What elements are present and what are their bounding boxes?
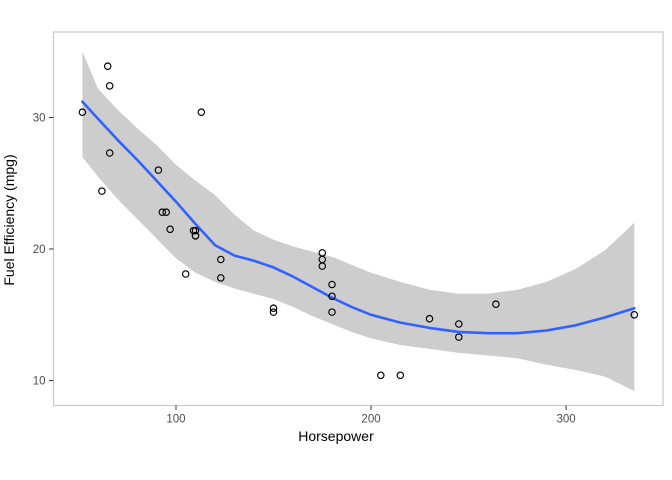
y-tick-label: 20 (33, 244, 46, 256)
scatter-point (105, 82, 114, 90)
confidence-ribbon (82, 51, 635, 391)
scatter-point (158, 208, 167, 216)
scatter-point (269, 304, 278, 312)
scatter-point (318, 249, 327, 257)
x-tick-label: 200 (361, 414, 380, 426)
scatter-point (98, 187, 106, 195)
scatter-point (396, 371, 405, 380)
scatter-point (425, 314, 434, 323)
scatter-point (217, 255, 225, 264)
scatter-point (162, 208, 170, 216)
scatter-point (455, 333, 463, 341)
x-axis-title: Horsepower (298, 428, 374, 444)
scatter-point (78, 108, 87, 116)
scatter-point (630, 311, 639, 319)
x-tick-label: 100 (166, 414, 185, 426)
scatter-point (455, 320, 463, 328)
scatter-point (217, 274, 225, 282)
panel-border (52, 31, 664, 407)
y-tick-label: 30 (33, 112, 46, 124)
loess-line (81, 100, 636, 335)
scatter-point (166, 225, 174, 234)
scatter-point (154, 166, 163, 174)
scatter-point (181, 270, 190, 278)
scatter-point (328, 292, 336, 301)
scatter-point (328, 308, 336, 316)
y-tick-label: 10 (33, 376, 46, 388)
x-tick-label: 300 (556, 414, 575, 426)
scatter-point (103, 62, 112, 70)
y-axis-title: Fuel Efficiency (mpg) (1, 154, 17, 286)
scatter-point (377, 371, 385, 380)
scatter-point (197, 108, 206, 116)
scatter-point (105, 149, 114, 157)
scatter-point (189, 226, 198, 235)
scatter-point (328, 280, 336, 289)
scatter-point (269, 308, 278, 316)
scatter-point (492, 300, 500, 308)
